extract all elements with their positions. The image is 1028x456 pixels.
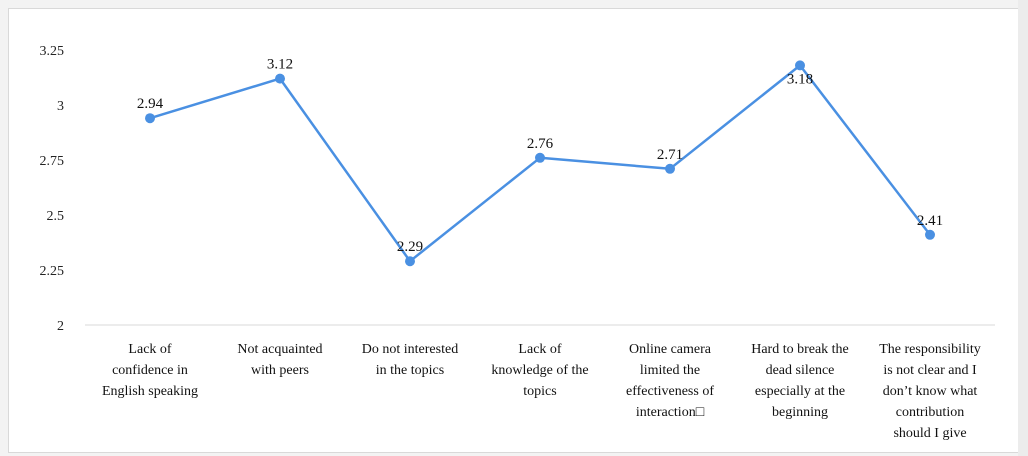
data-point [145,113,155,124]
data-point [405,256,415,267]
y-tick-label: 2.25 [40,264,65,279]
y-tick-label: 3.25 [40,44,65,59]
y-tick-label: 2.5 [47,209,65,224]
category-label: Do not interested in the topics [362,342,458,378]
data-labels: 2.94 3.12 2.29 2.76 2.71 3.18 2.41 [137,57,943,256]
chart-frame [8,8,1020,453]
data-point [795,60,805,71]
category-label: Lack of knowledge of the topics [491,342,588,399]
data-label: 3.12 [267,57,293,73]
y-tick-label: 2.75 [40,154,65,169]
right-scroll-strip [1018,0,1028,456]
data-label: 2.29 [397,239,423,255]
data-label: 3.18 [787,71,813,87]
series-line [149,64,931,263]
data-label: 2.76 [527,136,554,152]
category-labels: Lack of confidence in English speaking Not … [102,342,981,441]
y-tick-label: 3 [57,99,64,114]
data-point [535,152,545,163]
category-label: Online camera limited the effectiveness of… [626,342,714,420]
category-label: Hard to break the dead silence especially … [751,342,849,420]
data-point [925,229,935,240]
y-tick-label: 2 [57,319,64,334]
data-markers [145,60,935,267]
data-label: 2.41 [917,213,943,229]
data-point [665,163,675,174]
category-label: Lack of confidence in English speaking [102,342,198,399]
category-label: Not acquainted with peers [237,342,322,378]
y-axis-tick-labels: 3.25 3 2.75 2.5 2.25 2 [40,44,65,334]
data-label: 2.94 [137,96,164,112]
data-point [275,73,285,84]
data-label: 2.71 [657,147,683,163]
